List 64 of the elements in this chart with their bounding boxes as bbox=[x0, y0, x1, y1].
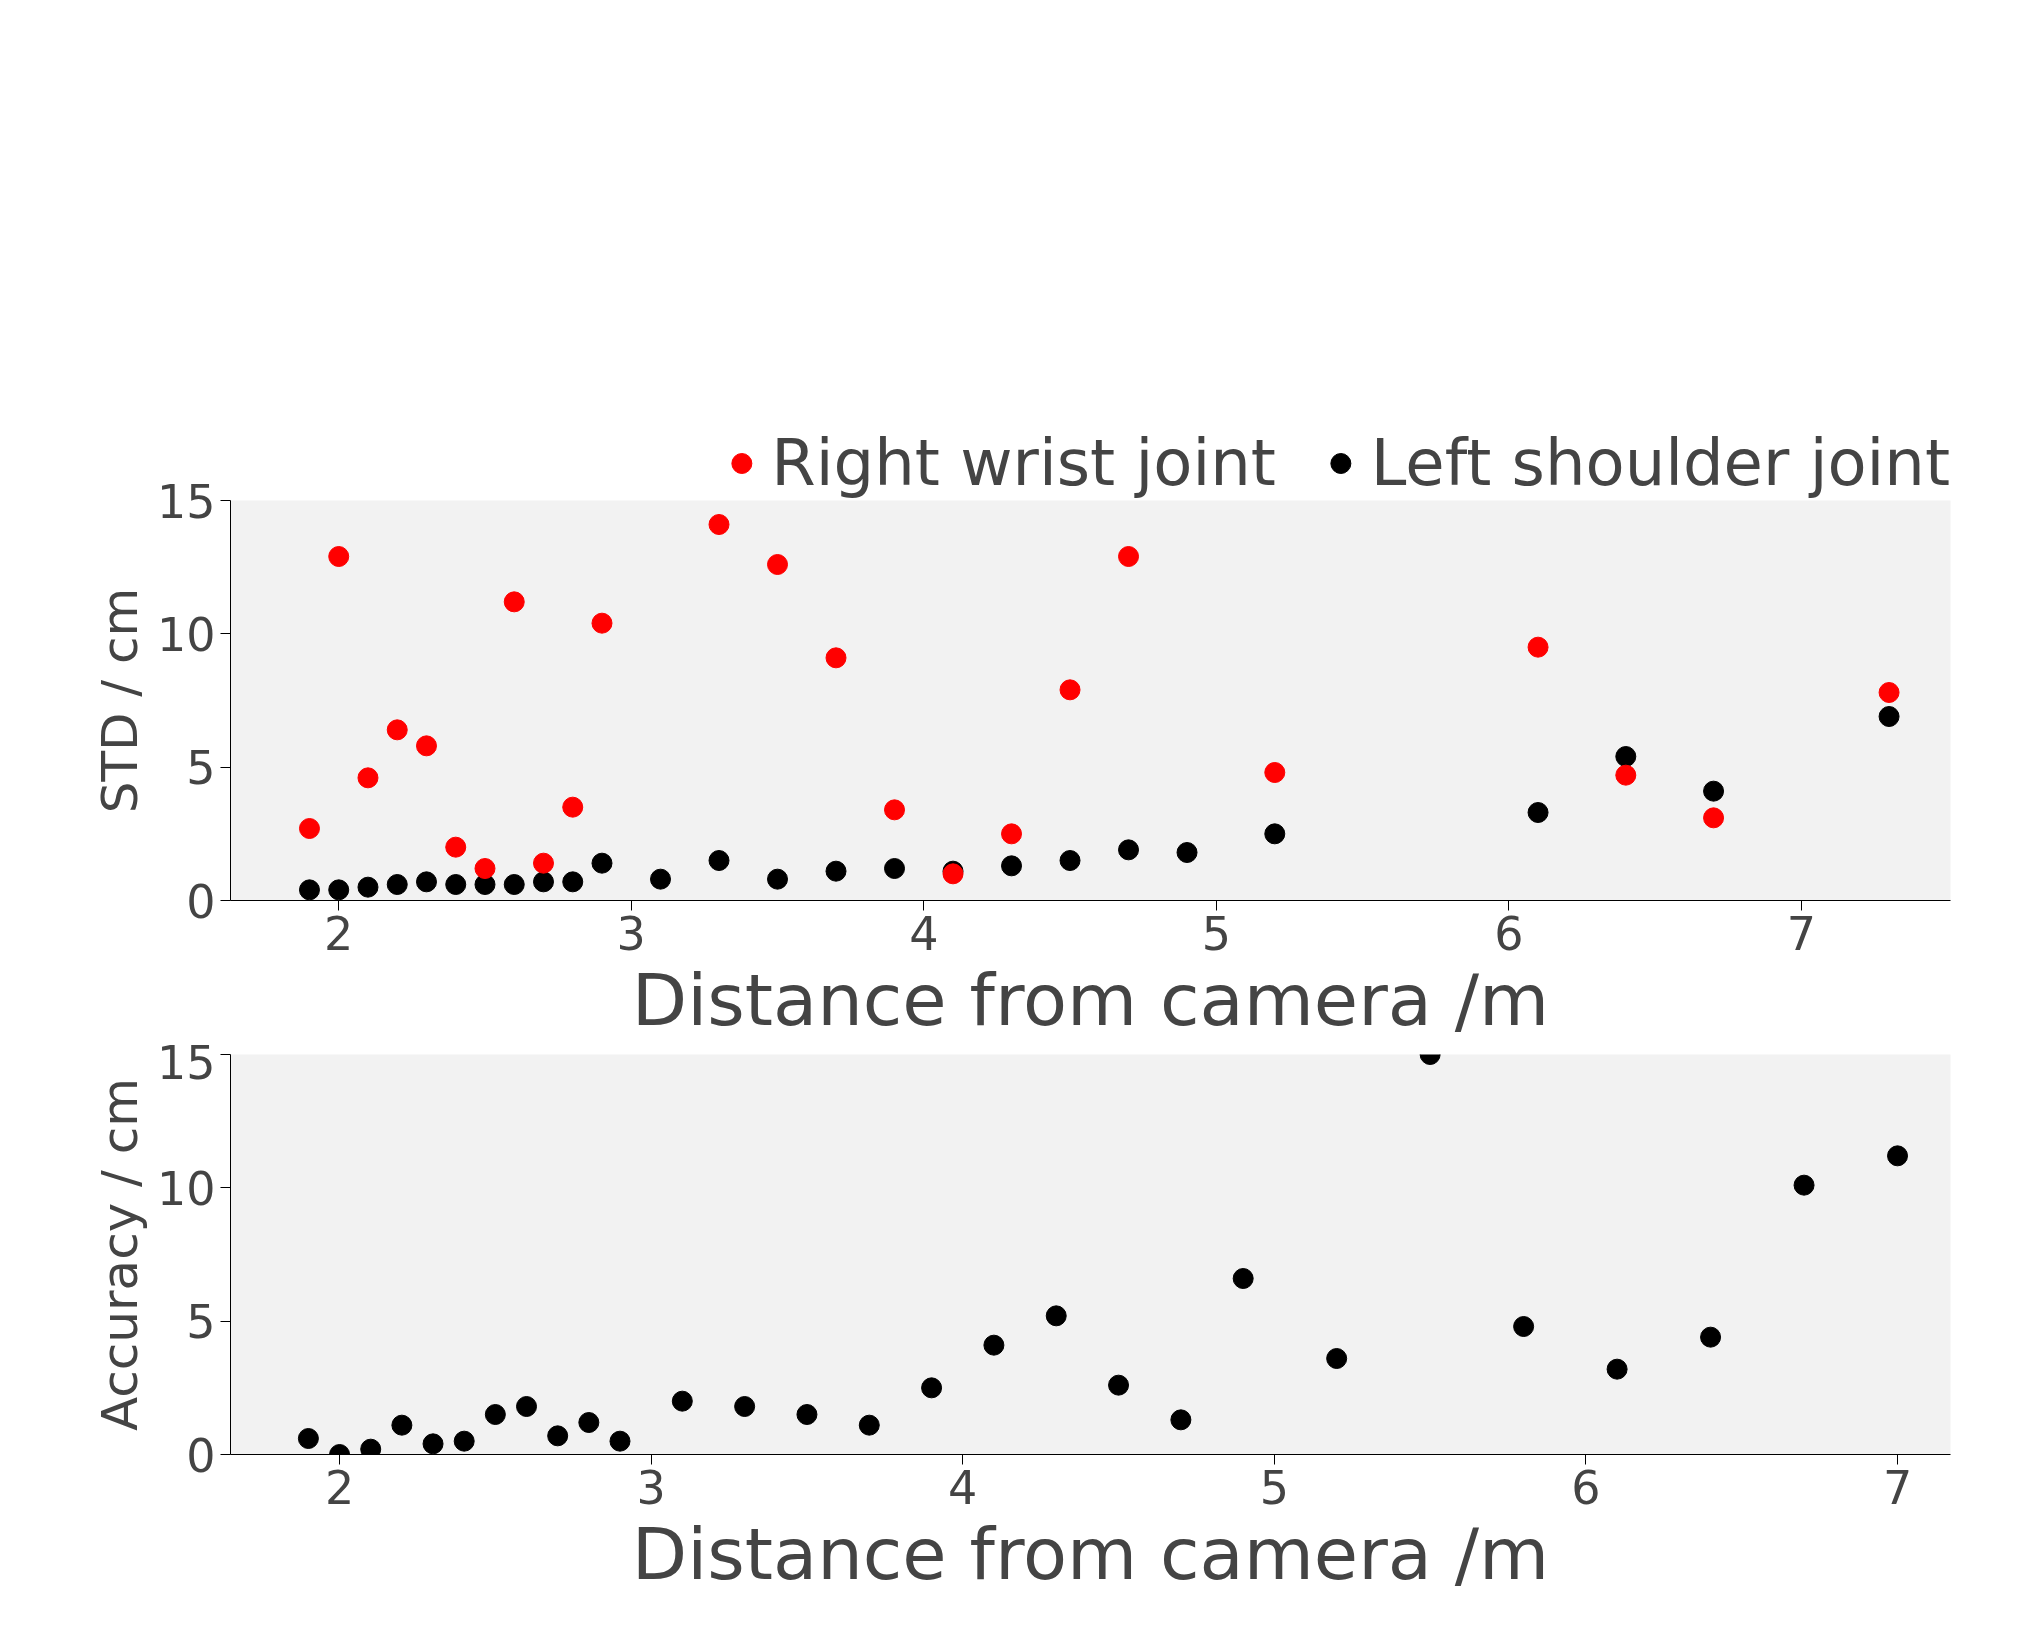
y-tick-label: 0 bbox=[186, 874, 216, 929]
point bbox=[767, 554, 789, 575]
y-tick-label: 5 bbox=[186, 741, 216, 796]
point bbox=[1059, 679, 1081, 701]
x-tick-label: 7 bbox=[1786, 906, 1816, 961]
point bbox=[1264, 823, 1286, 845]
y-axis-title: Accuracy / cm bbox=[90, 1077, 149, 1432]
point bbox=[767, 868, 789, 890]
x-tick-label: 7 bbox=[1882, 1460, 1913, 1515]
point bbox=[1118, 839, 1140, 861]
x-tick-label: 2 bbox=[324, 906, 354, 961]
point bbox=[825, 860, 847, 882]
point bbox=[650, 868, 671, 890]
y-tick-label: 5 bbox=[186, 1295, 216, 1350]
point bbox=[1527, 802, 1549, 823]
point bbox=[1615, 746, 1637, 767]
point bbox=[298, 818, 320, 839]
point bbox=[328, 879, 350, 901]
point bbox=[474, 858, 496, 879]
point bbox=[1615, 764, 1637, 786]
y-tick-label: 15 bbox=[156, 1035, 216, 1090]
point bbox=[386, 874, 408, 895]
point bbox=[562, 796, 584, 818]
point bbox=[415, 871, 437, 893]
x-tick-label: 2 bbox=[324, 1460, 355, 1515]
point bbox=[415, 735, 437, 757]
point bbox=[357, 767, 379, 789]
point bbox=[1001, 823, 1023, 845]
y-axis-title: STD / cm bbox=[90, 587, 149, 814]
point bbox=[1703, 780, 1725, 802]
y-tick-label: 0 bbox=[186, 1428, 216, 1483]
point bbox=[708, 850, 730, 871]
point bbox=[445, 836, 467, 858]
point bbox=[1703, 807, 1725, 829]
point bbox=[328, 546, 350, 567]
legend-label: Left shoulder joint bbox=[1370, 426, 1950, 500]
y-tick-label: 15 bbox=[156, 474, 216, 529]
point bbox=[562, 871, 584, 893]
y-tick-label: 10 bbox=[156, 1161, 216, 1216]
point bbox=[1878, 682, 1900, 703]
point bbox=[591, 852, 613, 874]
point bbox=[445, 874, 467, 895]
point bbox=[1118, 546, 1140, 567]
point bbox=[1059, 850, 1081, 871]
point bbox=[503, 591, 525, 613]
point bbox=[884, 799, 906, 821]
point bbox=[532, 852, 554, 874]
point bbox=[357, 876, 379, 898]
point bbox=[1176, 842, 1198, 863]
point bbox=[591, 612, 613, 634]
point bbox=[1264, 762, 1286, 783]
point bbox=[708, 514, 730, 535]
x-tick-label: 6 bbox=[1571, 1460, 1601, 1515]
legend-label: Right wrist joint bbox=[771, 426, 1276, 500]
point bbox=[1001, 855, 1023, 877]
point bbox=[825, 647, 847, 669]
point bbox=[298, 879, 320, 901]
point bbox=[1527, 636, 1549, 658]
point bbox=[884, 858, 906, 879]
y-tick-label: 10 bbox=[156, 607, 216, 662]
point bbox=[386, 719, 408, 741]
point bbox=[1878, 706, 1900, 727]
point bbox=[532, 871, 554, 893]
point bbox=[503, 874, 525, 895]
